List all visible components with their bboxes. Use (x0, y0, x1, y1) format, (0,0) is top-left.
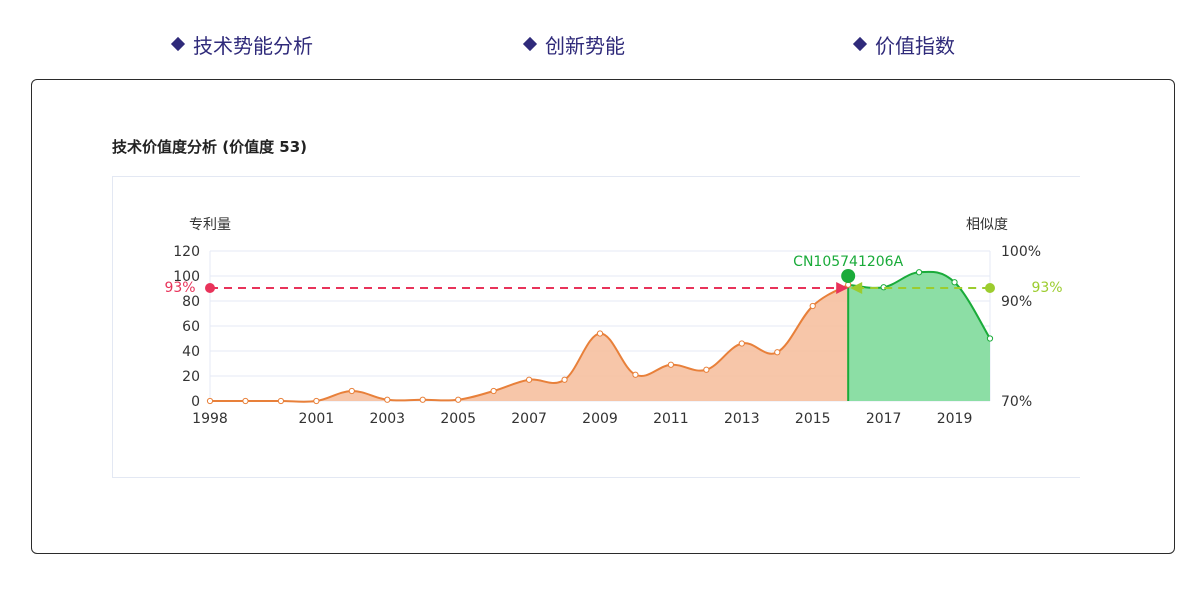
x-tick-label: 2017 (866, 411, 902, 427)
patent-count-point (561, 376, 568, 383)
similarity-point (915, 269, 923, 276)
y-right-tick-label: 100% (1001, 244, 1041, 260)
patent-count-point (419, 396, 426, 403)
similarity-point (951, 279, 958, 286)
patent-count-point (774, 349, 781, 356)
patent-count-point (632, 371, 639, 378)
x-tick-label: 2005 (440, 411, 476, 427)
right-percent-label: 93% (1031, 280, 1062, 296)
tab-value-index[interactable]: 价值指数 (852, 30, 955, 58)
x-tick-label: 2001 (299, 411, 335, 427)
patent-count-point (277, 397, 285, 405)
right-marker-arrow (850, 282, 863, 294)
x-tick-label: 2009 (582, 411, 618, 427)
patent-count-point (596, 330, 604, 337)
y-left-tick-label: 120 (173, 244, 200, 260)
x-tick-label: 2011 (653, 411, 689, 427)
patent-count-point (242, 397, 249, 405)
y-left-tick-label: 20 (182, 369, 200, 385)
patent-count-point (809, 302, 816, 310)
tab-innovation-potential[interactable]: 创新势能 (522, 30, 625, 58)
y-left-tick-label: 0 (191, 394, 200, 410)
x-tick-label: 2019 (937, 411, 973, 427)
patent-count-point (525, 376, 533, 383)
patent-count-point (384, 396, 391, 403)
left-marker-dot (205, 283, 215, 293)
tab-bar: 技术势能分析 创新势能 价值指数 (0, 0, 1201, 80)
y-left-tick-label: 40 (182, 344, 200, 360)
tab-label: 价值指数 (875, 33, 955, 58)
patent-count-point (455, 396, 462, 403)
chart-frame (112, 176, 1080, 478)
patent-point (841, 269, 856, 283)
x-tick-label: 2007 (511, 411, 547, 427)
patent-label: CN105741206A (793, 254, 903, 270)
tab-label: 创新势能 (545, 33, 625, 58)
patent-count-point (738, 340, 745, 347)
similarity-area (848, 271, 990, 401)
y-left-axis-title: 专利量 (189, 217, 231, 233)
tab-label: 技术势能分析 (193, 33, 313, 58)
chart-title: 技术价值度分析 (价值度 53) (112, 138, 308, 156)
y-left-tick-label: 100 (173, 269, 200, 285)
patent-count-area (210, 284, 849, 402)
y-right-axis-title: 相似度 (966, 217, 1008, 233)
left-marker-arrow (836, 282, 849, 294)
patent-count-point (667, 361, 675, 368)
right-marker-dot (985, 283, 995, 293)
x-tick-label: 2015 (795, 411, 831, 427)
x-tick-label: 2003 (369, 411, 405, 427)
patent-count-point (313, 397, 320, 405)
tab-tech-potential[interactable]: 技术势能分析 (170, 30, 313, 58)
y-right-tick-label: 90% (1001, 294, 1032, 310)
patent-count-point (348, 387, 355, 395)
patent-count-point (703, 366, 710, 373)
x-tick-label: 1998 (192, 411, 228, 427)
x-tick-label: 2013 (724, 411, 760, 427)
patent-count-point (490, 387, 497, 395)
left-percent-label: 93% (164, 280, 195, 296)
patent-count-point (206, 397, 214, 405)
y-left-tick-label: 60 (182, 319, 200, 335)
y-left-tick-label: 80 (182, 294, 200, 310)
chart-card (31, 79, 1175, 554)
y-right-tick-label: 70% (1001, 394, 1032, 410)
similarity-point (986, 335, 994, 342)
